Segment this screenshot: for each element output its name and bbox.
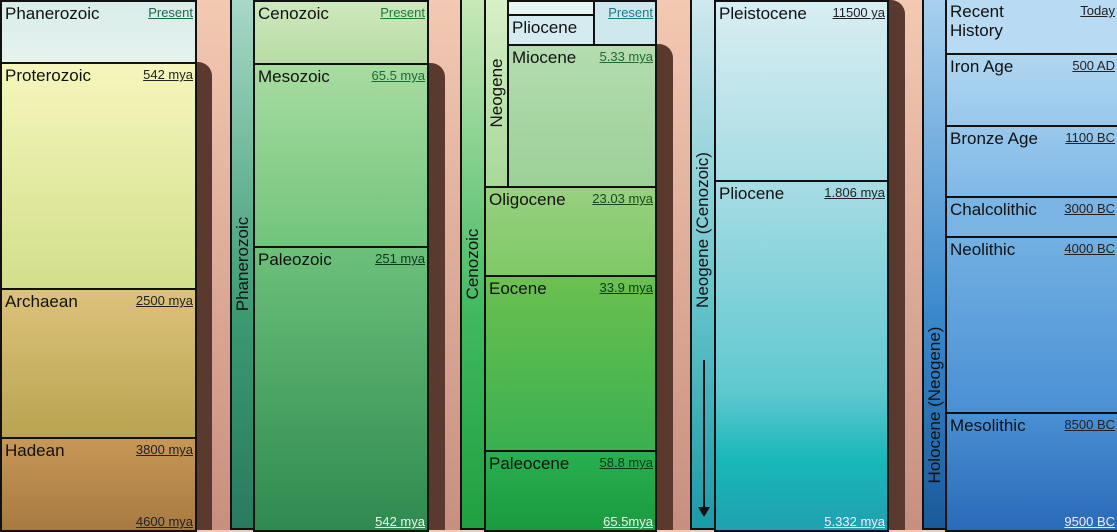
epoch-oligocene[interactable]: Oligocene 23.03 mya	[484, 186, 657, 277]
strip-neogene-cenozoic: Neogene (Cenozoic)	[690, 0, 716, 530]
epoch-pleistocene[interactable]: Pleistocene 11500 ya	[714, 0, 889, 182]
age-name: Chalcolithic	[950, 200, 1037, 219]
connector-2	[427, 63, 445, 530]
era-date: 65.5 mya	[371, 68, 425, 83]
era-cenozoic[interactable]: Cenozoic Present	[253, 0, 429, 65]
eon-hadean[interactable]: Hadean 3800 mya 4600 mya	[0, 437, 197, 532]
epoch-name: Oligocene	[489, 190, 566, 209]
age-end-date: 9500 BC	[1064, 514, 1115, 529]
age-date: 3000 BC	[1064, 201, 1115, 216]
epoch-pliocene[interactable]: Pliocene	[507, 14, 595, 46]
strip-cenozoic: Cenozoic	[460, 0, 486, 530]
era-name: Paleozoic	[258, 250, 332, 269]
eon-phanerozoic[interactable]: Phanerozoic Present	[0, 0, 197, 64]
age-recent-history[interactable]: Recent History Today	[945, 0, 1117, 55]
era-date: Present	[380, 5, 425, 20]
connector-3	[657, 44, 673, 530]
eon-date: Present	[148, 5, 193, 20]
present-cell: Present	[593, 0, 657, 46]
era-name: Cenozoic	[258, 4, 329, 23]
age-date: 4000 BC	[1064, 241, 1115, 256]
era-mesozoic[interactable]: Mesozoic 65.5 mya	[253, 63, 429, 248]
age-name: Recent History	[950, 2, 1004, 40]
strip-neogene: Neogene	[484, 0, 509, 188]
eon-name: Hadean	[5, 441, 65, 460]
eon-end-date: 4600 mya	[135, 514, 193, 529]
epoch-end-date: 65.5mya	[603, 514, 653, 529]
eon-name: Phanerozoic	[5, 4, 100, 23]
era-end-date: 542 mya	[375, 514, 425, 529]
age-name: Iron Age	[950, 57, 1014, 76]
eon-date: 542 mya	[143, 67, 193, 82]
epoch-name: Pleistocene	[719, 4, 807, 23]
eon-proterozoic[interactable]: Proterozoic 542 mya	[0, 62, 197, 290]
epoch-end-date: 5.332 mya	[824, 514, 885, 529]
present-date: Present	[608, 5, 653, 20]
strip-label: Phanerozoic	[232, 216, 252, 312]
strip-phanerozoic: Phanerozoic	[230, 0, 255, 530]
eon-archaean[interactable]: Archaean 2500 mya	[0, 288, 197, 439]
strip-holocene: Holocene (Neogene)	[922, 0, 947, 530]
eon-date: 3800 mya	[135, 442, 193, 457]
epoch-date: 11500 ya	[832, 5, 885, 20]
epoch-name: Eocene	[489, 279, 547, 298]
strip-label: Neogene	[486, 58, 506, 128]
age-date: 500 AD	[1072, 58, 1115, 73]
strip-label: Cenozoic	[463, 228, 482, 300]
age-name: Mesolithic	[950, 416, 1026, 435]
epoch-eocene[interactable]: Eocene 33.9 mya	[484, 275, 657, 452]
eon-date: 2500 mya	[135, 293, 193, 308]
era-paleozoic[interactable]: Paleozoic 251 mya 542 mya	[253, 246, 429, 532]
arrow-head-icon	[698, 507, 710, 517]
age-bronze[interactable]: Bronze Age 1100 BC	[945, 125, 1117, 198]
age-date: 8500 BC	[1064, 417, 1115, 432]
epoch-date: 1.806 mya	[824, 185, 885, 200]
epoch-name: Pliocene	[719, 184, 785, 203]
era-date: 251 mya	[375, 251, 425, 266]
epoch-name: Pliocene	[512, 18, 578, 37]
eon-name: Proterozoic	[5, 66, 91, 85]
epoch-date: 5.33 mya	[599, 49, 653, 64]
epoch-pliocene-2[interactable]: Pliocene 1.806 mya 5.332 mya	[714, 180, 889, 532]
epoch-date: 33.9 mya	[599, 280, 653, 295]
age-name: Neolithic	[950, 240, 1016, 259]
age-chalcolithic[interactable]: Chalcolithic 3000 BC	[945, 196, 1117, 238]
epoch-date: 58.8 mya	[599, 455, 653, 470]
age-name: Bronze Age	[950, 129, 1038, 148]
era-name: Mesozoic	[258, 67, 330, 86]
strip-label: Neogene (Cenozoic)	[693, 152, 712, 308]
epoch-name: Miocene	[512, 48, 577, 67]
epoch-paleocene[interactable]: Paleocene 58.8 mya 65.5mya	[484, 450, 657, 532]
epoch-name: Paleocene	[489, 454, 570, 473]
eon-name: Archaean	[5, 292, 78, 311]
connector-1	[195, 62, 212, 530]
epoch-date: 23.03 mya	[592, 191, 653, 206]
epoch-miocene[interactable]: Miocene 5.33 mya	[507, 44, 657, 188]
age-mesolithic[interactable]: Mesolithic 8500 BC 9500 BC	[945, 412, 1117, 532]
age-neolithic[interactable]: Neolithic 4000 BC	[945, 236, 1117, 414]
age-date: Today	[1080, 3, 1115, 18]
age-iron[interactable]: Iron Age 500 AD	[945, 53, 1117, 127]
connector-4	[887, 0, 905, 530]
strip-label: Holocene (Neogene)	[924, 326, 944, 484]
arrow-down-icon	[703, 360, 705, 510]
age-date: 1100 BC	[1065, 130, 1115, 145]
